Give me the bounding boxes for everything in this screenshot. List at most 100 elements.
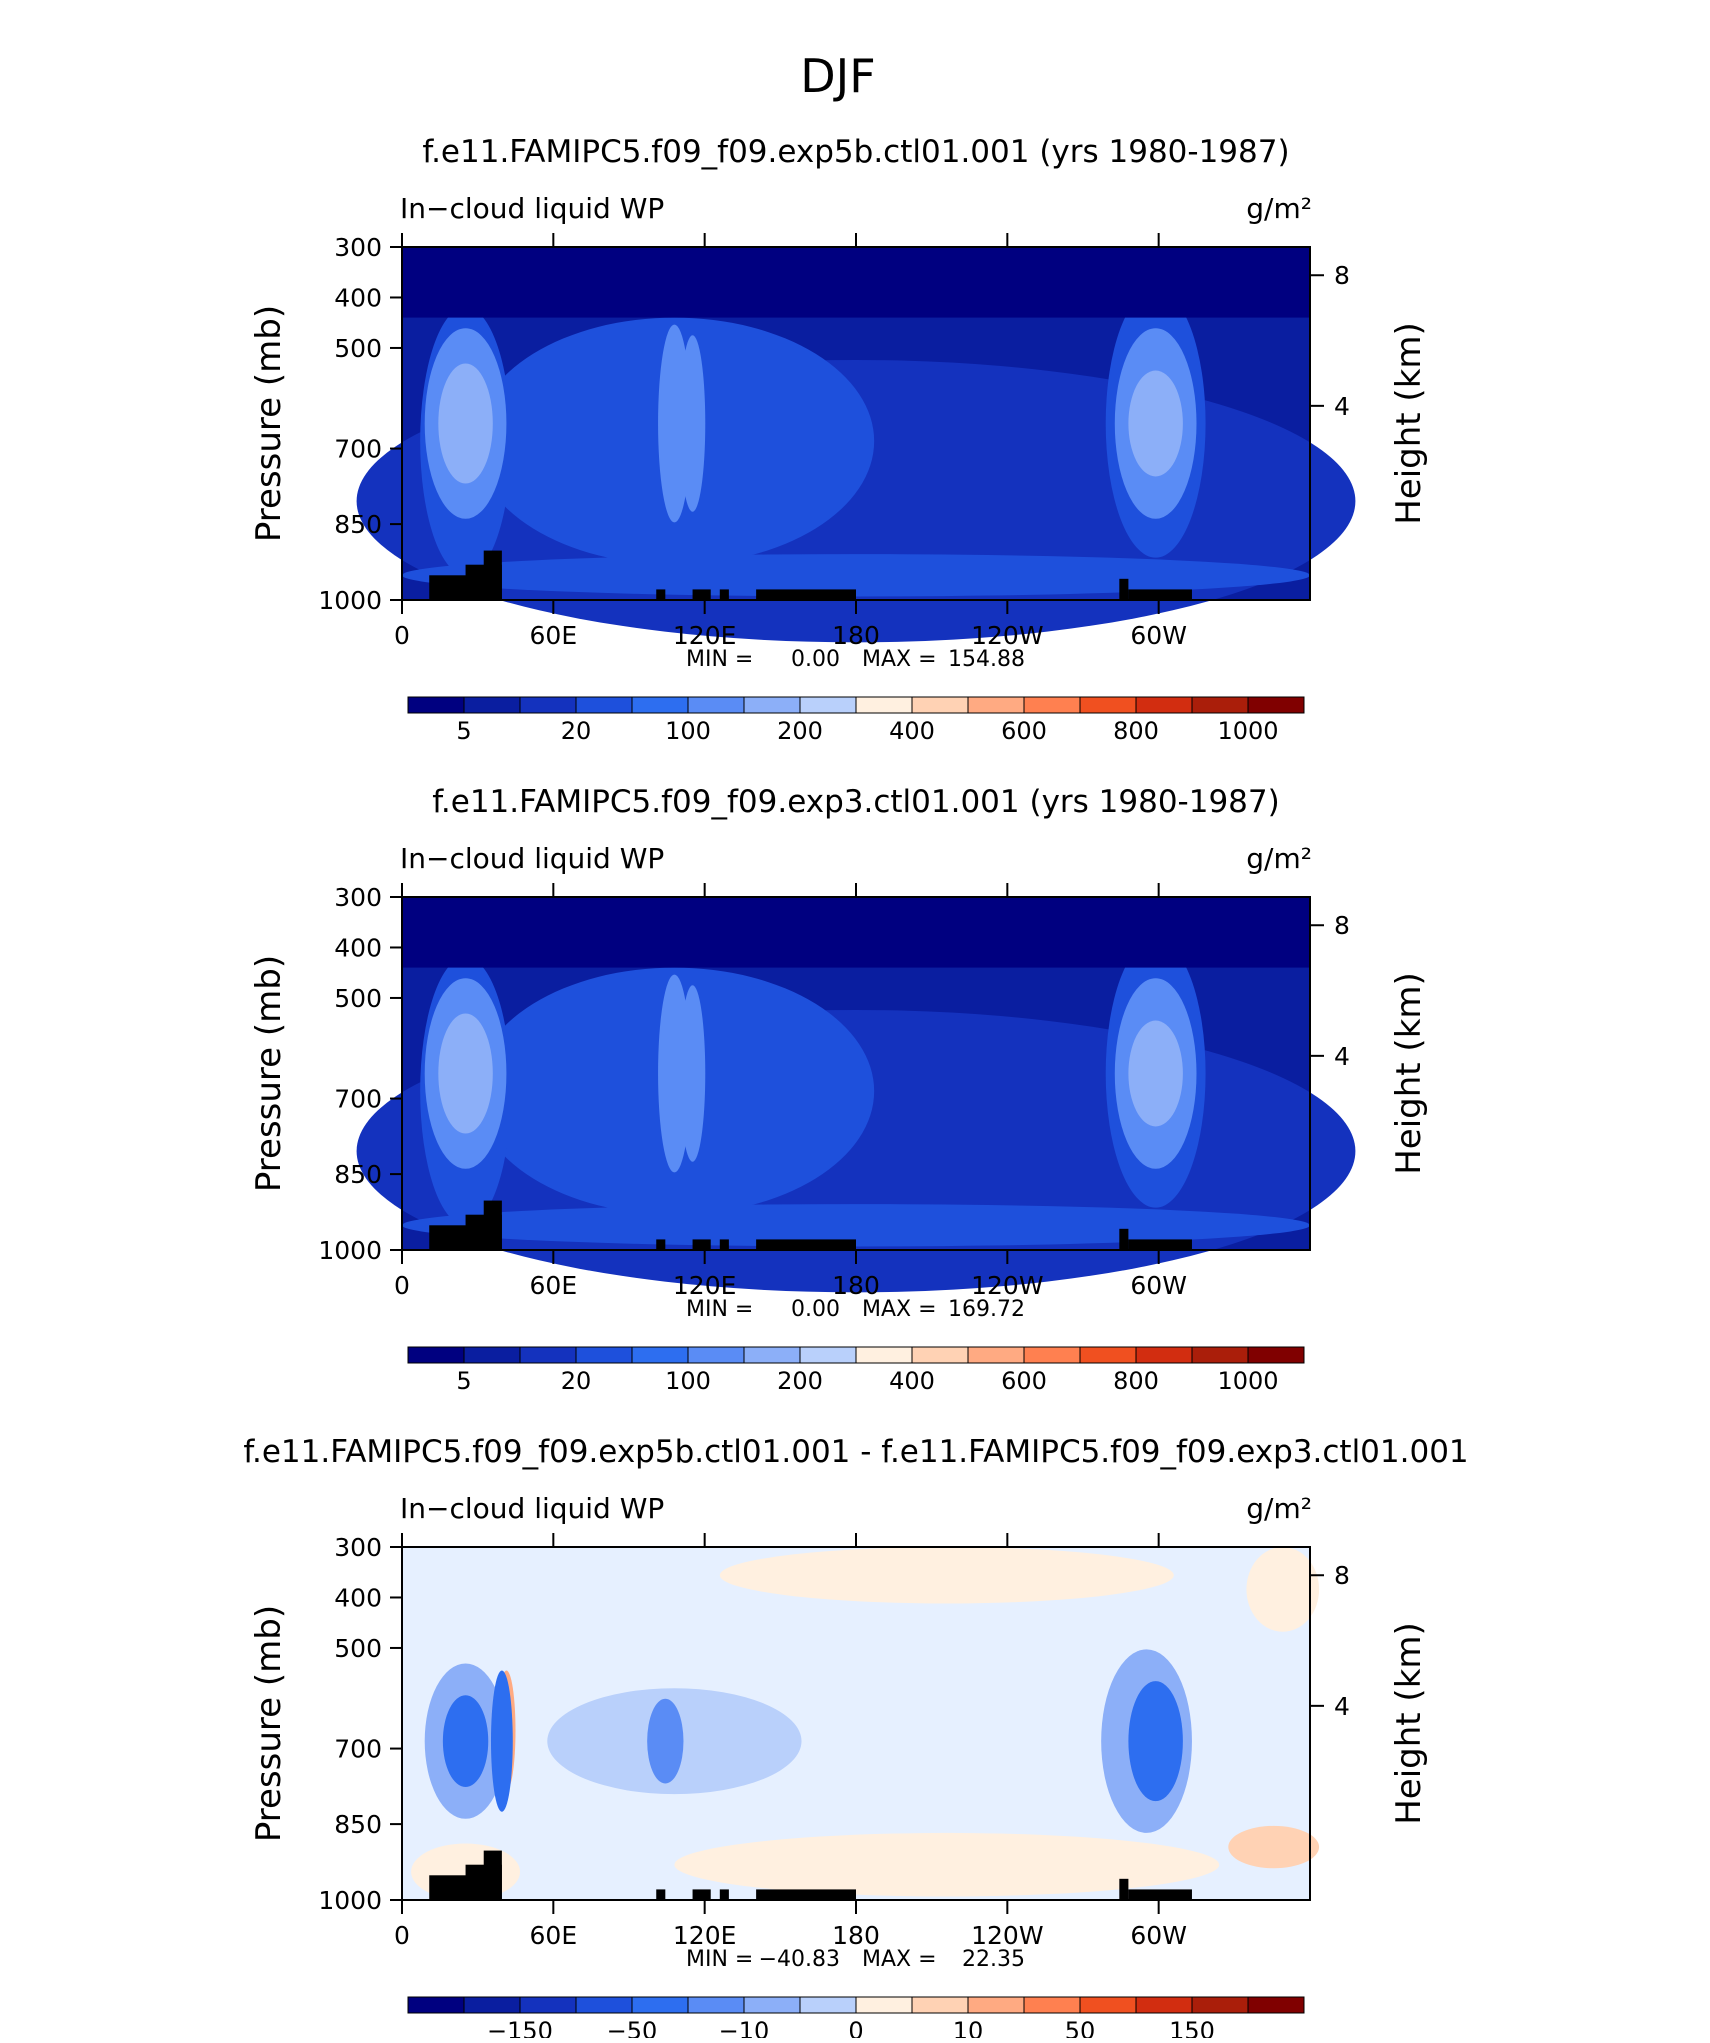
min-value: 0.00 bbox=[791, 1297, 840, 1322]
y-tick-label: 300 bbox=[334, 233, 382, 262]
contour-region bbox=[402, 1204, 1310, 1247]
colorbar-bin bbox=[1247, 696, 1305, 714]
colorbar-bin bbox=[855, 696, 913, 714]
min-value: −40.83 bbox=[759, 1947, 840, 1972]
x-tick-label: 0 bbox=[394, 1921, 410, 1950]
colorbar-bin bbox=[407, 1996, 465, 2014]
colorbar-label: 1000 bbox=[1217, 1367, 1278, 1395]
y-right-tick-label: 8 bbox=[1334, 1561, 1350, 1590]
colorbar-bin bbox=[687, 1996, 745, 2014]
x-tick-label: 60E bbox=[530, 1921, 578, 1950]
colorbar-bin bbox=[463, 1996, 521, 2014]
colorbar-bin bbox=[1191, 1346, 1249, 1364]
colorbar-bin bbox=[575, 1346, 633, 1364]
chart-title: f.e11.FAMIPC5.f09_f09.exp3.ctl01.001 (yr… bbox=[432, 784, 1279, 820]
min-value: 0.00 bbox=[791, 647, 840, 672]
terrain-mask bbox=[1119, 1878, 1129, 1900]
y-right-tick-label: 4 bbox=[1334, 392, 1350, 421]
colorbar-label: 5 bbox=[456, 717, 471, 745]
colorbar-bin bbox=[799, 696, 857, 714]
y-tick-label: 300 bbox=[334, 883, 382, 912]
contour-region bbox=[679, 985, 706, 1162]
colorbar-bin bbox=[743, 1996, 801, 2014]
y-tick-label: 500 bbox=[334, 1634, 382, 1663]
colorbar-bin bbox=[911, 1346, 969, 1364]
colorbar-label: 400 bbox=[889, 1367, 935, 1395]
y-tick-label: 700 bbox=[334, 1085, 382, 1114]
x-tick-label: 180 bbox=[832, 621, 880, 650]
contour-region bbox=[1246, 1547, 1320, 1632]
contour-region bbox=[438, 1013, 493, 1134]
colorbar-bin bbox=[631, 1346, 689, 1364]
x-tick-label: 120E bbox=[673, 1271, 737, 1300]
colorbar-bin bbox=[1247, 1346, 1305, 1364]
colorbar-bin bbox=[799, 1346, 857, 1364]
colorbar-label: 600 bbox=[1001, 1367, 1047, 1395]
colorbar-bin bbox=[967, 1996, 1025, 2014]
terrain-mask bbox=[756, 1239, 856, 1250]
contour-region bbox=[438, 363, 493, 484]
y-tick-label: 850 bbox=[334, 1810, 382, 1839]
terrain-mask bbox=[756, 1889, 856, 1900]
y-right-tick-label: 8 bbox=[1334, 911, 1350, 940]
x-tick-label: 0 bbox=[394, 621, 410, 650]
colorbar-bin bbox=[1191, 1996, 1249, 2014]
colorbar-bin bbox=[967, 696, 1025, 714]
min-label: MIN = bbox=[686, 647, 753, 672]
colorbar-bin bbox=[1023, 1996, 1081, 2014]
contour-region bbox=[674, 1832, 1220, 1897]
colorbar-bin bbox=[519, 1996, 577, 2014]
colorbar-label: 800 bbox=[1113, 1367, 1159, 1395]
y-axis-right-title: Height (km) bbox=[1389, 322, 1429, 525]
contour-region bbox=[1128, 1020, 1183, 1127]
x-tick-label: 0 bbox=[394, 1271, 410, 1300]
y-tick-label: 850 bbox=[334, 510, 382, 539]
colorbar-bin bbox=[1023, 696, 1081, 714]
terrain-mask bbox=[1128, 589, 1192, 600]
terrain-mask bbox=[719, 1239, 729, 1250]
y-tick-label: 400 bbox=[334, 1583, 382, 1612]
contour-region bbox=[402, 554, 1310, 597]
variable-label: In−cloud liquid WP bbox=[400, 1492, 664, 1525]
x-tick-label: 180 bbox=[832, 1921, 880, 1950]
y-tick-label: 1000 bbox=[318, 586, 382, 615]
x-tick-label: 180 bbox=[832, 1271, 880, 1300]
x-tick-label: 60W bbox=[1130, 621, 1187, 650]
colorbar-label: 100 bbox=[665, 717, 711, 745]
terrain-mask bbox=[756, 589, 856, 600]
chart-panel-1: f.e11.FAMIPC5.f09_f09.exp5b.ctl01.001 (y… bbox=[249, 134, 1429, 745]
colorbar-bin bbox=[1247, 1996, 1305, 2014]
x-tick-label: 60W bbox=[1130, 1921, 1187, 1950]
colorbar-label: 20 bbox=[561, 1367, 592, 1395]
contour-region bbox=[679, 335, 706, 512]
colorbar-bin bbox=[575, 1996, 633, 2014]
variable-label: In−cloud liquid WP bbox=[400, 842, 664, 875]
colorbar-bin bbox=[631, 1996, 689, 2014]
contour-region bbox=[647, 1698, 684, 1784]
colorbar-bin bbox=[463, 696, 521, 714]
colorbar-bin bbox=[855, 1996, 913, 2014]
terrain-mask bbox=[719, 589, 729, 600]
y-tick-label: 1000 bbox=[318, 1236, 382, 1265]
y-tick-label: 700 bbox=[334, 1735, 382, 1764]
max-label: MAX = bbox=[862, 647, 937, 672]
colorbar-label: 200 bbox=[777, 717, 823, 745]
terrain-mask bbox=[483, 1200, 502, 1250]
y-right-tick-label: 4 bbox=[1334, 1042, 1350, 1071]
y-right-tick-label: 8 bbox=[1334, 261, 1350, 290]
contour-region bbox=[1128, 1681, 1183, 1802]
units-label: g/m² bbox=[1246, 192, 1312, 225]
colorbar-label: 400 bbox=[889, 717, 935, 745]
variable-label: In−cloud liquid WP bbox=[400, 192, 664, 225]
terrain-mask bbox=[483, 1850, 502, 1900]
x-tick-label: 120W bbox=[971, 621, 1043, 650]
contour-region bbox=[442, 1695, 489, 1788]
colorbar-bin bbox=[799, 1996, 857, 2014]
y-tick-label: 500 bbox=[334, 334, 382, 363]
colorbar-bin bbox=[687, 696, 745, 714]
page-title: DJF bbox=[800, 49, 875, 103]
colorbar-label: 50 bbox=[1065, 2017, 1096, 2038]
max-value: 22.35 bbox=[962, 1947, 1025, 1972]
upper-atmosphere-band bbox=[402, 247, 1310, 318]
y-axis-title: Pressure (mb) bbox=[249, 1605, 289, 1842]
